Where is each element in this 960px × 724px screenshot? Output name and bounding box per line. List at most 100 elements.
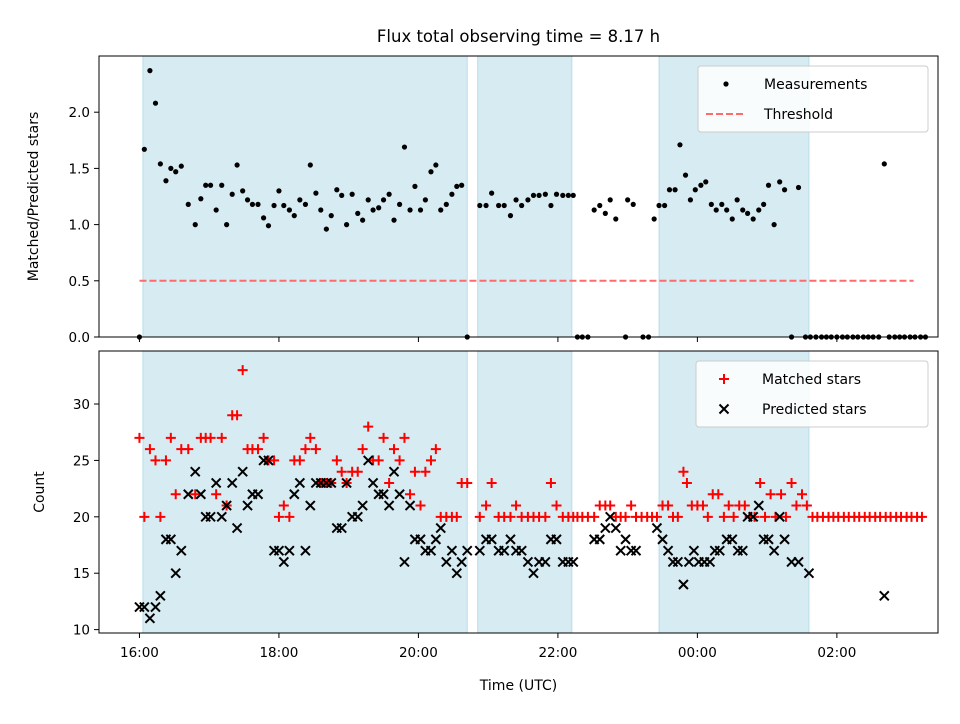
predicted-star-point xyxy=(352,511,363,523)
predicted-star-point xyxy=(528,568,539,579)
measurement-point xyxy=(286,207,292,213)
predicted-star-point xyxy=(326,477,337,489)
measurement-point xyxy=(454,183,460,189)
matched-star-point xyxy=(373,455,384,466)
measurement-point xyxy=(422,197,428,203)
measurement-point xyxy=(249,201,256,207)
y-tick-label: 2.0 xyxy=(69,105,90,121)
measurement-point xyxy=(570,192,576,198)
matched-star-point xyxy=(672,511,683,522)
measurement-point xyxy=(213,207,219,213)
measurement-point xyxy=(756,207,762,213)
predicted-star-point xyxy=(803,568,815,579)
measurement-point xyxy=(307,162,313,168)
measurement-point xyxy=(271,202,277,209)
observing-interval xyxy=(477,350,573,634)
measurement-point xyxy=(343,222,350,228)
predicted-star-point xyxy=(284,545,295,556)
measurement-point xyxy=(719,201,725,207)
predicted-star-point xyxy=(144,613,156,624)
predicted-star-point xyxy=(362,455,374,466)
predicted-star-point xyxy=(774,511,785,523)
measurement-point xyxy=(542,191,548,197)
matched-star-point xyxy=(723,500,734,511)
measurement-point xyxy=(734,197,740,203)
predicted-star-point xyxy=(688,545,700,556)
predicted-star-point xyxy=(210,477,222,489)
axes-frame xyxy=(98,350,939,634)
legend-measurement-marker xyxy=(723,81,729,87)
matched-star-point xyxy=(399,432,410,443)
matched-star-point xyxy=(183,444,194,455)
measurement-point xyxy=(630,201,636,207)
matched-star-point xyxy=(713,489,724,500)
predicted-star-point xyxy=(462,545,473,556)
predicted-star-point xyxy=(651,522,663,534)
y-tick-label: 20 xyxy=(73,510,90,526)
measurement-point xyxy=(507,213,514,219)
matched-star-point xyxy=(739,500,750,511)
matched-star-point xyxy=(258,432,269,443)
predicted-star-point xyxy=(768,545,780,556)
matched-star-point xyxy=(801,500,812,511)
predicted-star-point xyxy=(305,500,316,511)
predicted-star-point xyxy=(190,466,201,477)
measurement-point xyxy=(565,192,571,198)
measurement-point xyxy=(548,202,554,209)
measurement-point xyxy=(682,172,689,178)
measurement-point xyxy=(740,207,746,213)
measurement-point xyxy=(433,162,439,168)
measurement-point xyxy=(192,222,198,228)
predicted-star-point xyxy=(242,500,253,511)
measurement-point xyxy=(185,201,191,207)
y-axis-label: Count xyxy=(32,471,48,513)
measurement-point xyxy=(173,169,179,175)
measurement-point xyxy=(203,182,209,188)
predicted-star-point xyxy=(289,489,300,500)
predicted-star-point xyxy=(278,556,290,568)
predicted-star-point xyxy=(879,590,890,601)
measurement-point xyxy=(662,202,668,209)
measurement-point xyxy=(477,202,483,209)
measurement-point xyxy=(207,182,214,188)
matched-star-point xyxy=(144,444,155,455)
matched-star-point xyxy=(589,511,600,522)
y-tick-label: 0.5 xyxy=(69,274,90,290)
measurement-point xyxy=(360,217,366,223)
matched-star-point xyxy=(651,511,662,522)
matched-star-point xyxy=(425,455,436,466)
measurement-point xyxy=(313,190,319,196)
predicted-star-point xyxy=(683,556,695,568)
axes-frame xyxy=(98,55,939,338)
measurement-point xyxy=(513,197,519,203)
x-tick-label: 00:00 xyxy=(678,645,717,661)
measurement-point xyxy=(255,201,261,207)
predicted-star-point xyxy=(263,455,274,466)
measurement-point xyxy=(349,191,355,197)
measurement-point xyxy=(713,207,719,213)
matched-star-point xyxy=(165,432,176,443)
x-tick-label: 18:00 xyxy=(259,645,298,661)
measurement-point xyxy=(560,192,566,198)
matched-star-point xyxy=(211,489,222,500)
measurement-point xyxy=(438,207,444,213)
matched-star-point xyxy=(755,477,766,488)
matched-star-point xyxy=(916,511,927,522)
predicted-star-point xyxy=(170,568,181,579)
predicted-star-point xyxy=(753,500,764,511)
legend-predicted-marker xyxy=(718,403,730,415)
measurement-point xyxy=(698,182,704,188)
measurement-point xyxy=(328,213,334,219)
measurement-point xyxy=(729,216,735,222)
y-tick-label: 1.0 xyxy=(69,218,90,234)
matched-star-point xyxy=(273,511,284,522)
matched-star-point xyxy=(760,511,771,522)
measurement-point xyxy=(365,197,371,203)
matched-star-point xyxy=(786,477,797,488)
predicted-star-point xyxy=(594,534,605,545)
matched-star-point xyxy=(405,489,416,500)
measurement-point xyxy=(687,197,694,203)
matched-star-point xyxy=(728,511,739,522)
measurement-point xyxy=(297,197,303,203)
matched-star-point xyxy=(791,500,802,511)
